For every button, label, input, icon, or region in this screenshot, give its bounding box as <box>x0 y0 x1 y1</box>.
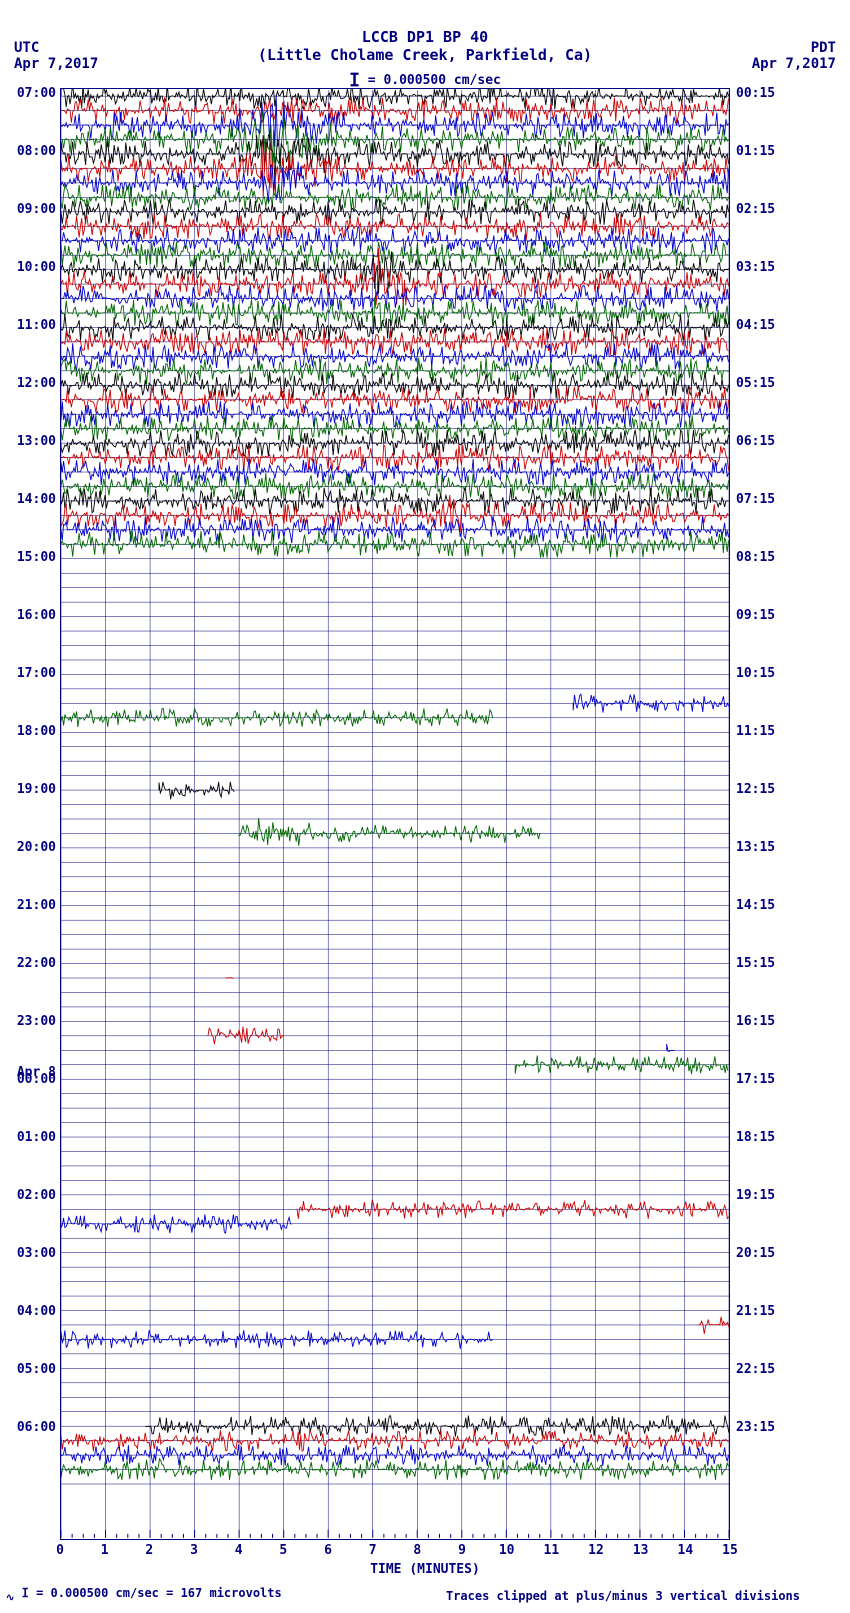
x-tick-label: 7 <box>369 1543 377 1558</box>
right-hour-label: 11:15 <box>736 724 775 739</box>
x-tick-label: 13 <box>633 1543 649 1558</box>
date-left: Apr 7,2017 <box>14 56 98 72</box>
left-hour-label: 21:00 <box>10 898 56 913</box>
left-hour-label: 11:00 <box>10 318 56 333</box>
left-hour-label: 07:00 <box>10 86 56 101</box>
scale-text: = 0.000500 cm/sec <box>368 73 501 88</box>
footer-left-text: = 0.000500 cm/sec = 167 microvolts <box>36 1586 282 1600</box>
x-tick-label: 12 <box>588 1543 604 1558</box>
right-hour-label: 01:15 <box>736 144 775 159</box>
left-hour-label: 14:00 <box>10 492 56 507</box>
left-hour-label: 23:00 <box>10 1014 56 1029</box>
right-hour-label: 19:15 <box>736 1188 775 1203</box>
left-hour-label: 15:00 <box>10 550 56 565</box>
top-left-timezone: UTC Apr 7,2017 <box>14 40 98 72</box>
station-subtitle: (Little Cholame Creek, Parkfield, Ca) <box>0 46 850 64</box>
left-hour-label: 10:00 <box>10 260 56 275</box>
right-hour-label: 20:15 <box>736 1246 775 1261</box>
top-right-timezone: PDT Apr 7,2017 <box>752 40 836 72</box>
scale-indicator: 𝙸 = 0.000500 cm/sec <box>0 64 850 89</box>
station-title: LCCB DP1 BP 40 <box>0 0 850 46</box>
footer-scale: ∿ 𝙸 = 0.000500 cm/sec = 167 microvolts <box>6 1586 282 1603</box>
right-hour-label: 23:15 <box>736 1420 775 1435</box>
right-hour-label: 17:15 <box>736 1072 775 1087</box>
right-hour-label: 02:15 <box>736 202 775 217</box>
x-tick-label: 1 <box>101 1543 109 1558</box>
tz-left: UTC <box>14 40 98 56</box>
x-tick-label: 4 <box>235 1543 243 1558</box>
left-hour-label: 04:00 <box>10 1304 56 1319</box>
right-hour-label: 03:15 <box>736 260 775 275</box>
left-hour-label: 00:00 <box>10 1072 56 1087</box>
left-hour-label: 12:00 <box>10 376 56 391</box>
right-hour-label: 21:15 <box>736 1304 775 1319</box>
traces-svg <box>61 89 729 1539</box>
left-hour-label: 02:00 <box>10 1188 56 1203</box>
x-tick-label: 0 <box>56 1543 64 1558</box>
date-right: Apr 7,2017 <box>752 56 836 72</box>
left-hour-label: 05:00 <box>10 1362 56 1377</box>
x-tick-label: 2 <box>145 1543 153 1558</box>
right-hour-label: 18:15 <box>736 1130 775 1145</box>
x-tick-label: 8 <box>413 1543 421 1558</box>
x-tick-label: 6 <box>324 1543 332 1558</box>
right-hour-label: 16:15 <box>736 1014 775 1029</box>
right-hour-label: 07:15 <box>736 492 775 507</box>
heliplot-area <box>60 88 730 1540</box>
right-hour-label: 00:15 <box>736 86 775 101</box>
x-tick-label: 3 <box>190 1543 198 1558</box>
right-hour-label: 05:15 <box>736 376 775 391</box>
right-hour-label: 12:15 <box>736 782 775 797</box>
x-axis-title: TIME (MINUTES) <box>0 1562 850 1577</box>
right-hour-label: 09:15 <box>736 608 775 623</box>
x-tick-label: 15 <box>722 1543 738 1558</box>
left-hour-label: 06:00 <box>10 1420 56 1435</box>
right-hour-label: 04:15 <box>736 318 775 333</box>
x-tick-label: 11 <box>544 1543 560 1558</box>
right-hour-label: 15:15 <box>736 956 775 971</box>
right-hour-label: 14:15 <box>736 898 775 913</box>
left-hour-label: 16:00 <box>10 608 56 623</box>
footer-clip-note: Traces clipped at plus/minus 3 vertical … <box>446 1589 800 1603</box>
left-hour-label: 18:00 <box>10 724 56 739</box>
left-hour-label: 20:00 <box>10 840 56 855</box>
left-hour-label: 01:00 <box>10 1130 56 1145</box>
left-hour-label: 08:00 <box>10 144 56 159</box>
left-hour-label: 03:00 <box>10 1246 56 1261</box>
left-hour-label: 09:00 <box>10 202 56 217</box>
right-hour-label: 13:15 <box>736 840 775 855</box>
left-hour-label: 19:00 <box>10 782 56 797</box>
right-hour-label: 22:15 <box>736 1362 775 1377</box>
tz-right: PDT <box>752 40 836 56</box>
x-tick-label: 10 <box>499 1543 515 1558</box>
right-hour-label: 10:15 <box>736 666 775 681</box>
x-tick-label: 5 <box>279 1543 287 1558</box>
right-hour-label: 06:15 <box>736 434 775 449</box>
x-tick-label: 9 <box>458 1543 466 1558</box>
left-hour-label: 13:00 <box>10 434 56 449</box>
x-tick-label: 14 <box>678 1543 694 1558</box>
left-hour-label: 17:00 <box>10 666 56 681</box>
left-hour-label: 22:00 <box>10 956 56 971</box>
right-hour-label: 08:15 <box>736 550 775 565</box>
